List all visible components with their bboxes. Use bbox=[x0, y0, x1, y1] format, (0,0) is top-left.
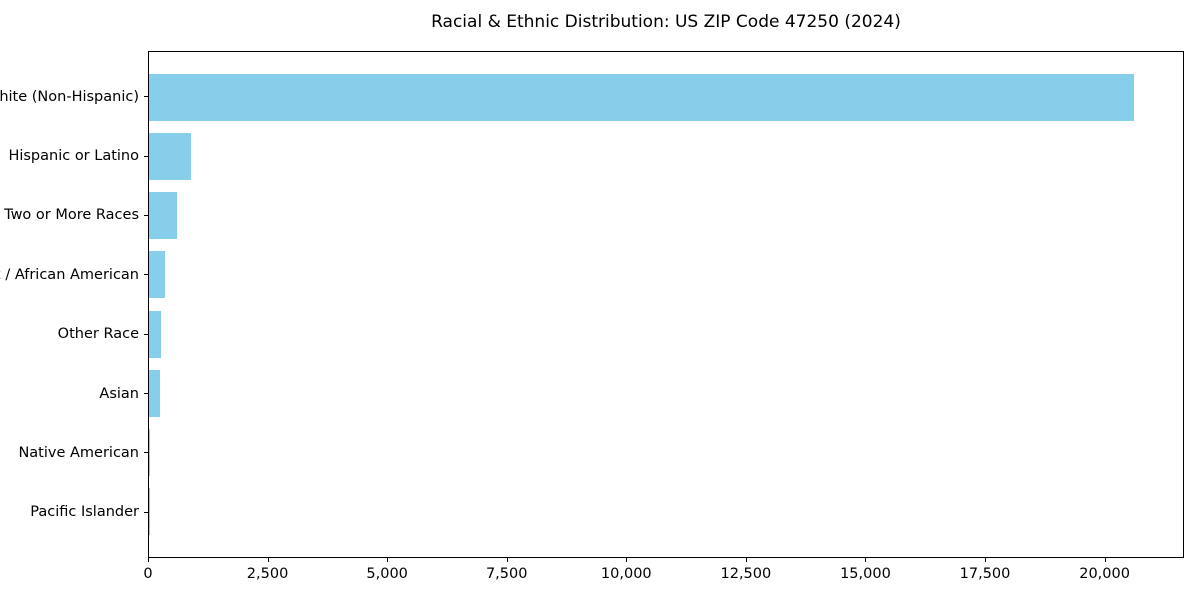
y-label-row: Asian bbox=[0, 364, 148, 423]
bar-row bbox=[149, 423, 1183, 482]
y-label-row: Other Race bbox=[0, 305, 148, 364]
y-tick-label: Asian bbox=[99, 385, 139, 402]
y-tick-label: Other Race bbox=[57, 326, 139, 343]
x-tick-label: 2,500 bbox=[246, 566, 289, 582]
y-label-row: Black / African American bbox=[0, 245, 148, 304]
bar-row bbox=[149, 68, 1183, 127]
x-tick-label: 0 bbox=[143, 566, 153, 582]
bar bbox=[149, 74, 1134, 122]
x-tick-label: 20,000 bbox=[1079, 566, 1130, 582]
x-tick-label: 12,500 bbox=[720, 566, 772, 582]
y-tick-label: Pacific Islander bbox=[30, 504, 139, 521]
y-tick-label: Hispanic or Latino bbox=[8, 148, 139, 165]
x-tick-mark bbox=[506, 558, 508, 562]
y-label-row: Pacific Islander bbox=[0, 483, 148, 542]
bar bbox=[149, 369, 160, 417]
y-tick-mark bbox=[144, 274, 148, 276]
x-tick-mark bbox=[626, 558, 628, 562]
x-tick-mark bbox=[745, 558, 747, 562]
bar-rows bbox=[149, 52, 1183, 557]
y-tick-mark bbox=[144, 96, 148, 98]
y-axis-labels: White (Non-Hispanic) Hispanic or Latino Tw… bbox=[0, 51, 148, 558]
y-label-row: Two or More Races bbox=[0, 186, 148, 245]
x-tick-label: 7,500 bbox=[485, 566, 528, 582]
x-tick-label: 15,000 bbox=[840, 566, 891, 582]
bar-row bbox=[149, 305, 1183, 364]
y-tick-label: Black / African American bbox=[0, 266, 139, 283]
x-tick-mark bbox=[865, 558, 867, 562]
x-tick-label: 5,000 bbox=[366, 566, 408, 582]
x-axis: 0 2,500 5,000 7,500 10,000 12,500 15,000 17,500… bbox=[143, 558, 1184, 598]
y-label-row: White (Non-Hispanic) bbox=[0, 67, 148, 126]
y-tick-label: Native American bbox=[18, 444, 139, 461]
y-tick-mark bbox=[144, 333, 148, 335]
y-label-row: Native American bbox=[0, 423, 148, 482]
bar bbox=[149, 428, 151, 476]
y-label-row: Hispanic or Latino bbox=[0, 126, 148, 185]
x-tick-label: 10,000 bbox=[600, 566, 652, 582]
x-tick-label: 17,500 bbox=[959, 566, 1011, 582]
y-tick-mark bbox=[144, 452, 148, 454]
x-tick-mark bbox=[1104, 558, 1106, 562]
y-tick-mark bbox=[144, 393, 148, 395]
bar-row bbox=[149, 186, 1183, 245]
x-tick-mark bbox=[387, 558, 389, 562]
bar-row bbox=[149, 245, 1183, 304]
x-tick-mark bbox=[985, 558, 987, 562]
y-tick-label: White (Non-Hispanic) bbox=[0, 88, 139, 105]
bar-row bbox=[149, 364, 1183, 423]
bar bbox=[149, 133, 192, 181]
bar bbox=[149, 310, 162, 358]
plot-area bbox=[148, 51, 1184, 558]
x-tick-mark bbox=[267, 558, 269, 562]
x-tick-mark bbox=[148, 558, 149, 562]
y-tick-mark bbox=[144, 511, 148, 513]
y-tick-mark bbox=[144, 155, 148, 157]
bar bbox=[149, 192, 177, 240]
y-tick-mark bbox=[144, 214, 148, 216]
bar-row bbox=[149, 482, 1183, 541]
bar bbox=[149, 251, 165, 299]
bar-row bbox=[149, 127, 1183, 186]
y-tick-label: Two or More Races bbox=[4, 207, 139, 224]
chart-title: Racial & Ethnic Distribution: US ZIP Cod… bbox=[431, 12, 901, 32]
